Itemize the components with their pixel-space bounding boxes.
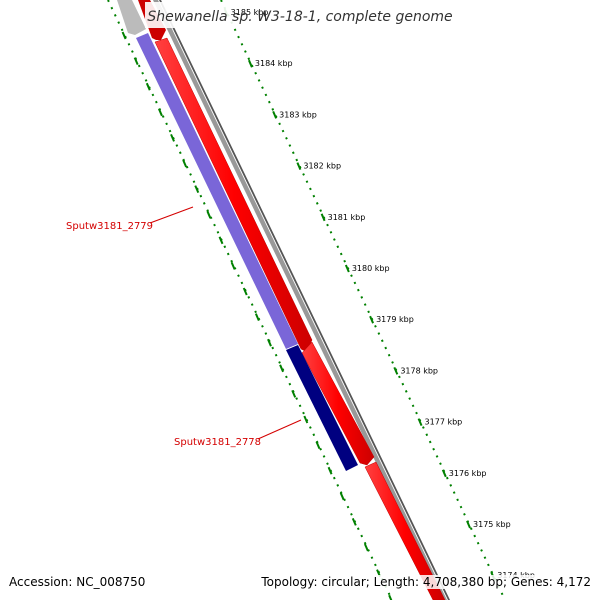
genome-summary-text: Topology: circular; Length: 4,708,380 bp… (261, 575, 591, 589)
outer-major-tick (320, 213, 326, 222)
gene-sputw3181-2779-shape (136, 33, 298, 349)
kbp-tick-label: 3176 kbp (449, 469, 487, 478)
inner-major-tick (157, 108, 163, 117)
forward-gene-3 (301, 341, 375, 466)
outer-major-tick (441, 469, 447, 478)
inner-major-tick (267, 338, 272, 347)
outer-major-tick (393, 367, 399, 375)
inner-major-tick (133, 57, 139, 65)
outer-major-tick (417, 418, 423, 426)
inner-major-tick (145, 82, 151, 91)
kbp-tick-label: 3183 kbp (279, 110, 317, 119)
accession-text: Accession: NC_008750 (9, 575, 146, 589)
inner-major-tick (339, 492, 345, 501)
gene-label-leader-2779 (149, 206, 194, 224)
inner-major-tick (254, 313, 260, 321)
gene-sputw3181-2778-shape (286, 345, 358, 471)
outer-ruler-dots (220, 0, 506, 600)
outer-major-tick (466, 520, 471, 529)
inner-major-tick (230, 262, 236, 270)
inner-major-tick (194, 185, 200, 193)
inner-ruler-dots (107, 0, 393, 600)
forward-gene-4 (364, 461, 446, 600)
gene-label-leader-2778 (257, 419, 302, 440)
kbp-tick-label: 3178 kbp (400, 366, 438, 375)
inner-major-tick (182, 159, 188, 168)
kbp-tick-label: 3182 kbp (303, 162, 341, 171)
forward-gene-track (138, 0, 446, 600)
kbp-tick-label: 3179 kbp (376, 315, 414, 324)
inner-major-tick (363, 543, 369, 552)
kbp-tick-label: 3181 kbp (328, 213, 366, 222)
inner-major-tick (291, 390, 297, 398)
forward-gene-2 (154, 37, 313, 353)
outer-major-tick (296, 162, 302, 170)
map-title: Shewanella sp. W3-18-1, complete genome (147, 9, 453, 25)
inner-major-tick (242, 287, 248, 296)
kbp-tick-label: 3180 kbp (352, 264, 390, 273)
inner-major-tick (388, 594, 393, 600)
inner-major-tick (170, 134, 175, 142)
gene-label-2778[interactable]: Sputw3181_2778 (174, 437, 261, 448)
inner-major-tick (279, 364, 285, 373)
kbp-tick-label: 3184 kbp (255, 59, 293, 68)
inner-major-tick (121, 31, 127, 40)
gene-label-2779[interactable]: Sputw3181_2779 (66, 221, 153, 232)
inner-major-tick (315, 441, 321, 449)
inner-major-tick (327, 466, 333, 475)
outer-major-tick (369, 315, 375, 324)
inner-major-tick (218, 236, 224, 245)
title-backdrop (145, 2, 455, 28)
kbp-tick-label: 3185 kbp (231, 8, 269, 17)
reverse-gene-gray (117, 0, 146, 35)
outer-major-tick (247, 59, 253, 68)
reverse-gene-track (117, 0, 358, 471)
inner-major-tick (206, 210, 212, 219)
inner-ruler-major-ticks (121, 31, 393, 600)
backbone-track (153, 0, 450, 600)
outer-major-tick (344, 264, 350, 273)
kbp-tick-label: 3175 kbp (473, 520, 511, 529)
outer-major-tick (272, 111, 278, 119)
kbp-tick-label: 3177 kbp (425, 418, 463, 427)
inner-major-tick (351, 518, 357, 526)
inner-major-tick (303, 415, 309, 424)
